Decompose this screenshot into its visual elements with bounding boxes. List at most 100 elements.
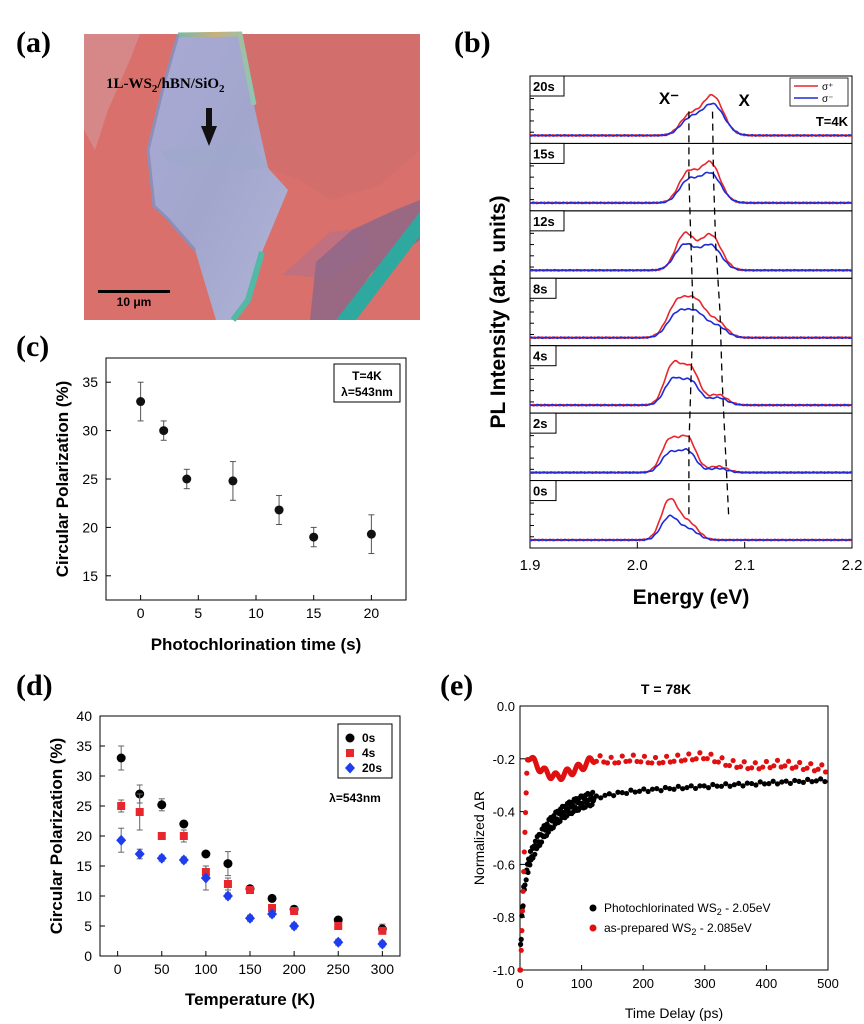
y-tick-label: 15 — [76, 858, 92, 874]
data-point — [736, 780, 742, 787]
data-point — [761, 781, 768, 787]
data-point — [700, 756, 707, 762]
legend-label-sub: 2 — [691, 927, 696, 937]
data-point — [532, 851, 538, 857]
flake-edge-bottom — [230, 251, 265, 322]
time-tag-box — [529, 142, 565, 164]
sample-label-part1: 1L-WS — [106, 76, 152, 92]
data-point — [619, 753, 625, 759]
sample-label-sub1: 2 — [152, 83, 158, 95]
data-point — [715, 759, 721, 765]
time-tag-box — [529, 277, 557, 299]
sigma-plus-curve — [529, 497, 853, 542]
sigma-plus-curve — [529, 160, 853, 205]
trion-label: X⁻ — [659, 89, 679, 108]
pl-subpanel: 15s — [529, 142, 853, 212]
data-point — [740, 783, 746, 789]
y-tick-label: 20 — [82, 519, 98, 535]
data-point — [604, 760, 611, 766]
x-tick-label: 0 — [137, 605, 145, 621]
x-tick-label: 400 — [756, 976, 778, 991]
sigma-minus-curve — [529, 171, 853, 205]
x-tick-label: 1.9 — [520, 557, 541, 574]
data-point — [660, 759, 666, 766]
time-tag-label: 12s — [533, 214, 555, 229]
annotation-wavelength: λ=543nm — [329, 791, 381, 805]
data-point — [697, 750, 703, 756]
data-point — [333, 936, 344, 948]
data-point — [649, 786, 656, 792]
time-tag-box — [529, 480, 557, 502]
data-point — [710, 781, 716, 788]
data-point — [723, 762, 729, 768]
data-point — [366, 529, 376, 539]
x-axis-label: Temperature (K) — [185, 990, 315, 1009]
data-point — [645, 760, 651, 766]
data-point — [378, 926, 387, 935]
y-tick-label: 35 — [76, 738, 92, 754]
data-point — [783, 778, 789, 784]
y-tick-label: 40 — [76, 708, 92, 724]
data-point — [611, 792, 617, 799]
annotation-frame — [333, 363, 401, 403]
data-point — [267, 893, 277, 903]
x-tick-label: 500 — [817, 976, 839, 991]
data-point — [813, 778, 819, 784]
panel-label-d: (d) — [16, 669, 53, 702]
data-point — [606, 791, 612, 797]
legend-label-suffix: - 2.05eV — [722, 901, 771, 915]
data-point — [377, 938, 388, 950]
data-point — [753, 782, 759, 788]
data-point — [522, 829, 528, 835]
data-point — [579, 800, 585, 806]
time-tag-label: 20s — [533, 79, 555, 94]
data-point — [598, 795, 604, 801]
y-axis-label: PL Intensity (arb. units) — [487, 196, 510, 429]
series-20s — [116, 827, 388, 950]
x-tick-label: 200 — [632, 976, 654, 991]
data-point — [518, 936, 524, 942]
substrate-region — [240, 34, 420, 200]
arrow-icon — [201, 108, 217, 146]
data-point — [178, 854, 189, 866]
legend-label: σ⁺ — [822, 82, 833, 93]
data-point — [632, 789, 638, 795]
data-point — [289, 920, 300, 932]
data-point — [628, 787, 634, 793]
y-tick-label: 10 — [76, 888, 92, 904]
data-point — [641, 786, 647, 792]
data-point — [520, 888, 526, 894]
flake-edge-left — [146, 34, 197, 251]
data-point — [223, 859, 233, 869]
x-tick-label: 300 — [371, 961, 395, 977]
x-axis-label: Energy (eV) — [633, 586, 750, 609]
data-point — [782, 763, 788, 769]
sigma-plus-curve — [529, 434, 853, 475]
data-point — [808, 761, 814, 767]
data-point — [523, 790, 529, 796]
x-tick-label: 2.1 — [734, 557, 755, 574]
data-point — [763, 758, 770, 765]
y-tick-label: -0.8 — [493, 910, 515, 925]
sample-label: 1L-WS2/hBN/SiO2 — [106, 76, 225, 95]
data-point — [524, 770, 530, 776]
legend-label: 4s — [362, 746, 376, 760]
time-tag-label: 2s — [533, 416, 547, 431]
pl-spectra-panel: 20s 15s 12s 8s 4s 2s 0s X⁻ X T=4K σ⁺σ⁻ 1.9 2.0 2.1 2.2… — [487, 75, 862, 609]
x-tick-label: 2.0 — [627, 557, 648, 574]
data-point — [760, 764, 766, 770]
pl-subpanel: 0s — [529, 480, 853, 549]
legend-marker — [589, 904, 597, 912]
time-tag-label: 8s — [533, 281, 547, 296]
x-tick-label: 250 — [327, 961, 351, 977]
data-point — [116, 834, 127, 846]
subpanel-frame — [529, 480, 853, 549]
data-point — [652, 754, 659, 761]
cp-vs-temperature-panel: 0 50 100 150 200 250 300 0 5 10 15 20 25 30 35 40 0s4s20… — [47, 708, 401, 1009]
data-point — [523, 877, 529, 883]
data-point — [792, 777, 798, 784]
y-tick-label: -1.0 — [493, 963, 515, 978]
data-point — [525, 869, 531, 876]
time-tag-label: 15s — [533, 146, 555, 161]
chart-title: T = 78K — [641, 681, 691, 697]
